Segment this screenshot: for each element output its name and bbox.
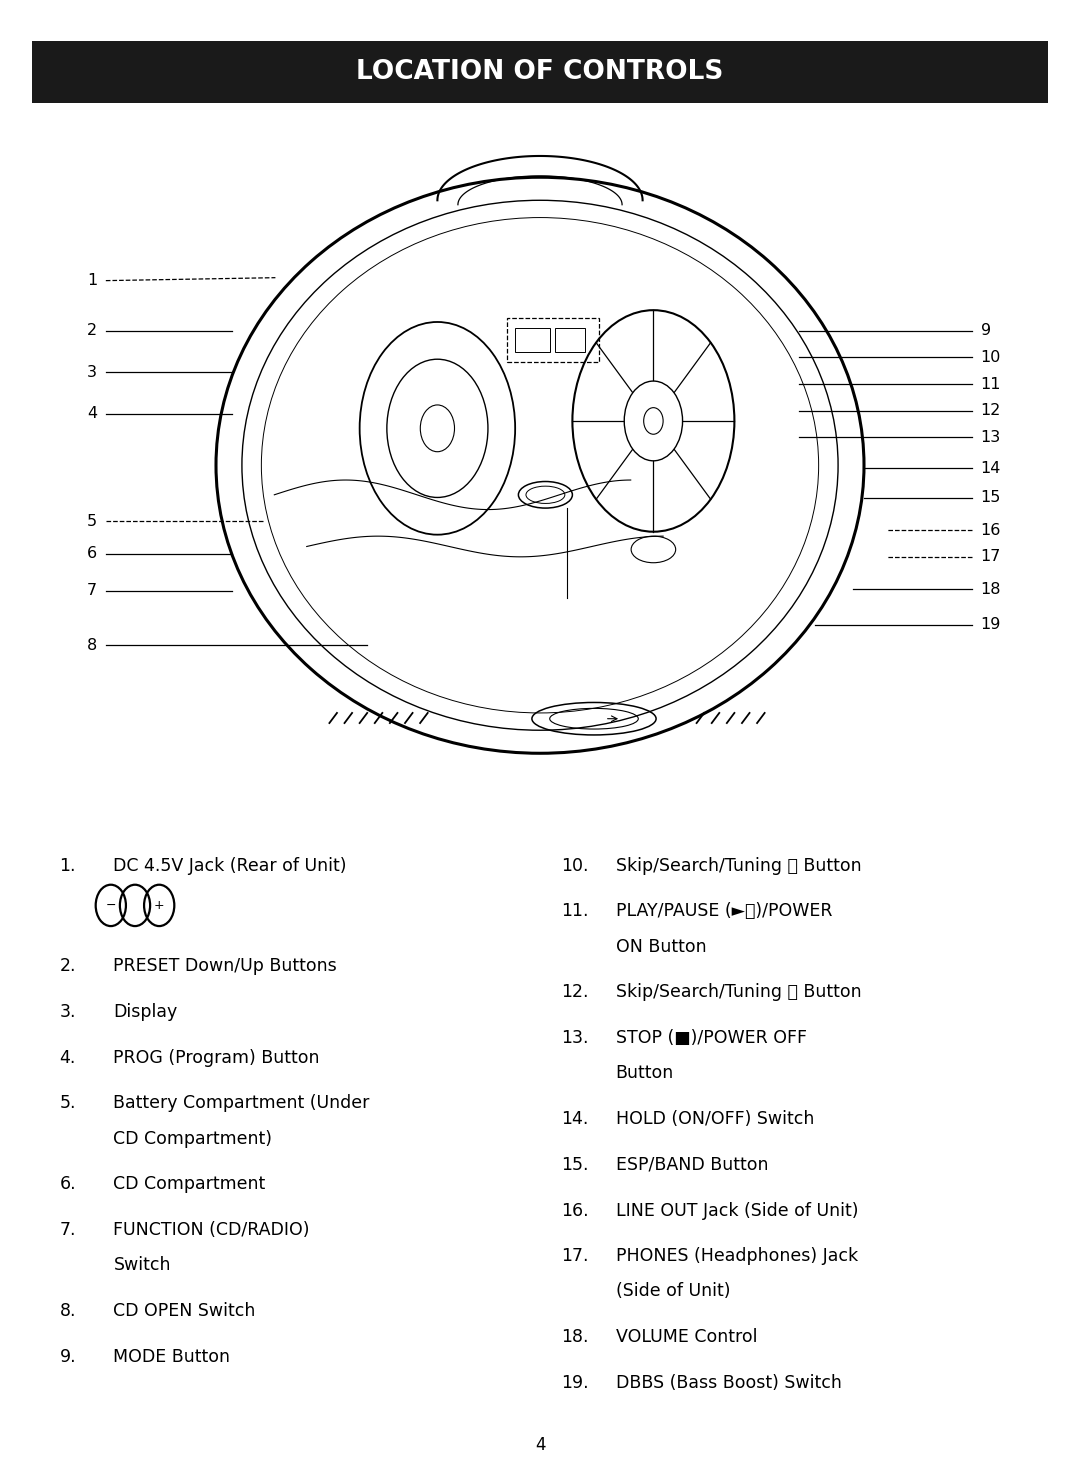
FancyBboxPatch shape	[32, 41, 1048, 103]
Text: 7.: 7.	[59, 1221, 76, 1239]
Text: 3.: 3.	[59, 1003, 76, 1021]
Text: 15: 15	[981, 490, 1001, 505]
Text: 14: 14	[981, 461, 1001, 476]
Text: 4.: 4.	[59, 1049, 76, 1066]
Text: LINE OUT Jack (Side of Unit): LINE OUT Jack (Side of Unit)	[616, 1202, 859, 1220]
Text: 11: 11	[981, 377, 1001, 391]
Text: 10: 10	[981, 350, 1001, 365]
Text: Skip/Search/Tuning ⏮ Button: Skip/Search/Tuning ⏮ Button	[616, 984, 861, 1001]
Text: 19.: 19.	[562, 1374, 590, 1391]
Text: 12: 12	[981, 403, 1001, 418]
Text: 4: 4	[535, 1436, 545, 1453]
Text: 11.: 11.	[562, 902, 589, 920]
Text: VOLUME Control: VOLUME Control	[616, 1328, 757, 1346]
Text: 16: 16	[981, 523, 1001, 538]
Text: PRESET Down/Up Buttons: PRESET Down/Up Buttons	[113, 957, 337, 975]
Text: 8: 8	[87, 638, 97, 653]
Text: DBBS (Bass Boost) Switch: DBBS (Bass Boost) Switch	[616, 1374, 841, 1391]
Text: MODE Button: MODE Button	[113, 1349, 230, 1366]
Text: 7: 7	[87, 583, 97, 598]
Text: 19: 19	[981, 617, 1001, 632]
Text: PLAY/PAUSE (►⏸)/POWER: PLAY/PAUSE (►⏸)/POWER	[616, 902, 832, 920]
Text: −: −	[106, 899, 116, 911]
Text: 2.: 2.	[59, 957, 76, 975]
Text: Skip/Search/Tuning ⏭ Button: Skip/Search/Tuning ⏭ Button	[616, 857, 861, 874]
Text: FUNCTION (CD/RADIO): FUNCTION (CD/RADIO)	[113, 1221, 310, 1239]
Text: CD Compartment: CD Compartment	[113, 1176, 266, 1193]
Text: 5.: 5.	[59, 1094, 76, 1112]
Text: PROG (Program) Button: PROG (Program) Button	[113, 1049, 320, 1066]
Text: 13.: 13.	[562, 1029, 589, 1047]
Ellipse shape	[216, 177, 864, 753]
Bar	[555, 328, 584, 352]
Text: (Side of Unit): (Side of Unit)	[616, 1282, 730, 1300]
Text: 14.: 14.	[562, 1111, 589, 1128]
Bar	[508, 318, 598, 362]
Text: 3: 3	[87, 365, 97, 380]
Text: 6.: 6.	[59, 1176, 76, 1193]
Text: DC 4.5V Jack (Rear of Unit): DC 4.5V Jack (Rear of Unit)	[113, 857, 347, 874]
Text: STOP (■)/POWER OFF: STOP (■)/POWER OFF	[616, 1029, 807, 1047]
Text: +: +	[153, 899, 164, 911]
Text: 17.: 17.	[562, 1248, 589, 1266]
Text: 15.: 15.	[562, 1156, 589, 1174]
Text: CD OPEN Switch: CD OPEN Switch	[113, 1303, 256, 1320]
Text: HOLD (ON/OFF) Switch: HOLD (ON/OFF) Switch	[616, 1111, 814, 1128]
Circle shape	[624, 381, 683, 461]
Text: Battery Compartment (Under: Battery Compartment (Under	[113, 1094, 369, 1112]
Text: 12.: 12.	[562, 984, 589, 1001]
Bar	[515, 328, 550, 352]
Text: CD Compartment): CD Compartment)	[113, 1130, 272, 1148]
Text: Button: Button	[616, 1065, 674, 1083]
Text: 10.: 10.	[562, 857, 589, 874]
Text: LOCATION OF CONTROLS: LOCATION OF CONTROLS	[356, 59, 724, 86]
Text: 17: 17	[981, 549, 1001, 564]
Text: 1.: 1.	[59, 857, 76, 874]
Text: 13: 13	[981, 430, 1001, 445]
Text: 4: 4	[87, 406, 97, 421]
Text: 9.: 9.	[59, 1349, 76, 1366]
Text: 18.: 18.	[562, 1328, 589, 1346]
Text: 9: 9	[981, 323, 990, 338]
Text: 16.: 16.	[562, 1202, 590, 1220]
Text: Switch: Switch	[113, 1257, 171, 1275]
Text: 2: 2	[87, 323, 97, 338]
Text: ON Button: ON Button	[616, 938, 706, 956]
Text: 8.: 8.	[59, 1303, 76, 1320]
Text: 6: 6	[87, 546, 97, 561]
Text: PHONES (Headphones) Jack: PHONES (Headphones) Jack	[616, 1248, 858, 1266]
Text: Display: Display	[113, 1003, 177, 1021]
Text: 18: 18	[981, 582, 1001, 597]
Text: 1: 1	[87, 273, 97, 288]
Text: ESP/BAND Button: ESP/BAND Button	[616, 1156, 768, 1174]
Text: 5: 5	[87, 514, 97, 529]
